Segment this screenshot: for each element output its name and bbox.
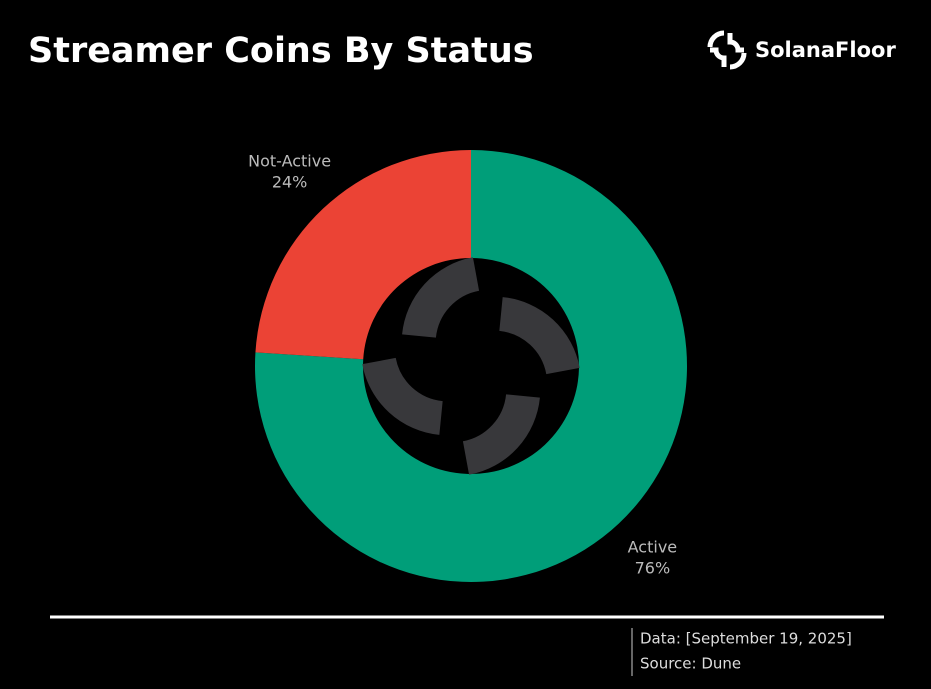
donut — [255, 150, 688, 582]
brand-logo — [707, 30, 747, 70]
slice-category-label: Not-Active — [248, 151, 331, 170]
chart-title: Streamer Coins By Status — [28, 31, 534, 71]
source-note: Source: Dune — [640, 655, 741, 673]
slice-value-label: 76% — [635, 559, 671, 578]
slice — [255, 150, 471, 360]
slice-value-label: 24% — [272, 172, 308, 191]
date-note: Data: [September 19, 2025] — [640, 630, 852, 648]
brand-name: SolanaFloor — [755, 38, 896, 62]
slice-category-label: Active — [628, 538, 678, 557]
watermark — [362, 257, 580, 475]
slice — [255, 150, 688, 582]
